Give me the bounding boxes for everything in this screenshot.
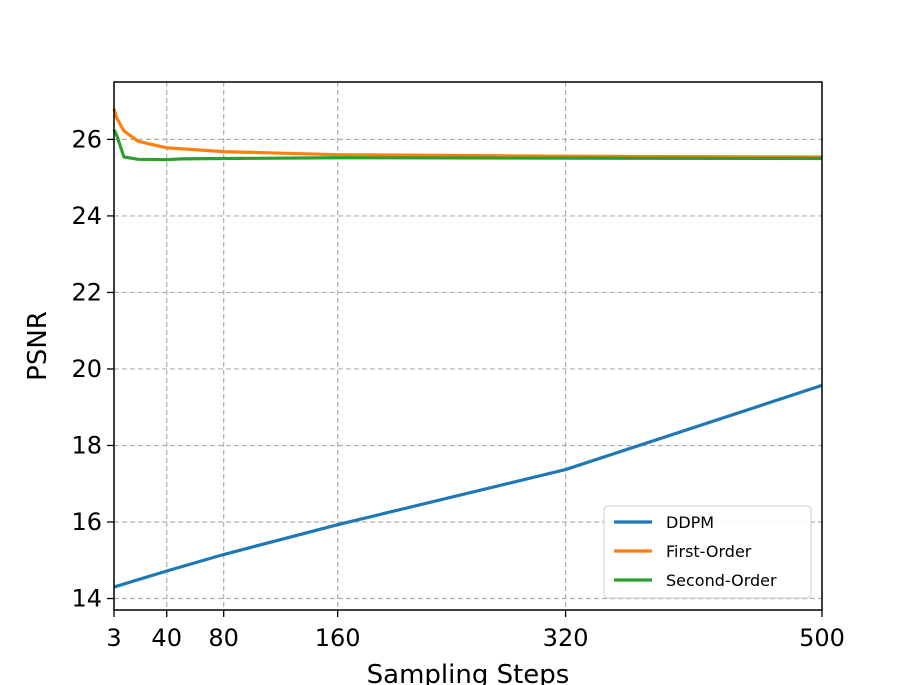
x-tick-label: 3 — [106, 624, 121, 652]
y-tick-label: 24 — [71, 202, 102, 230]
legend-label: DDPM — [666, 513, 714, 532]
x-tick-label: 80 — [208, 624, 239, 652]
series-line-ddpm — [113, 383, 823, 589]
legend-box — [603, 505, 812, 599]
x-tick-label: 500 — [799, 624, 845, 652]
series-lines — [112, 108, 823, 589]
legend: DDPM First-Order Second-Order — [603, 505, 812, 599]
x-tick-label: 40 — [151, 624, 182, 652]
x-tick-label: 320 — [543, 624, 589, 652]
series-line-first-order — [112, 108, 823, 159]
y-tick-label: 16 — [71, 508, 102, 536]
legend-label: Second-Order — [666, 571, 777, 590]
x-tick-label: 160 — [315, 624, 361, 652]
x-axis-label: Sampling Steps — [367, 660, 570, 685]
legend-label: First-Order — [666, 542, 752, 561]
y-tick-label: 18 — [71, 431, 102, 459]
axis-ticks: 3 40 80 160 320 500 14 16 18 20 22 24 26 — [71, 125, 844, 652]
y-axis-label: PSNR — [23, 311, 53, 381]
y-tick-label: 20 — [71, 355, 102, 383]
y-tick-label: 26 — [71, 125, 102, 153]
series-line-second-order — [112, 129, 823, 162]
y-tick-label: 22 — [71, 278, 102, 306]
plot-frame — [113, 81, 823, 611]
y-tick-label: 14 — [71, 585, 102, 613]
